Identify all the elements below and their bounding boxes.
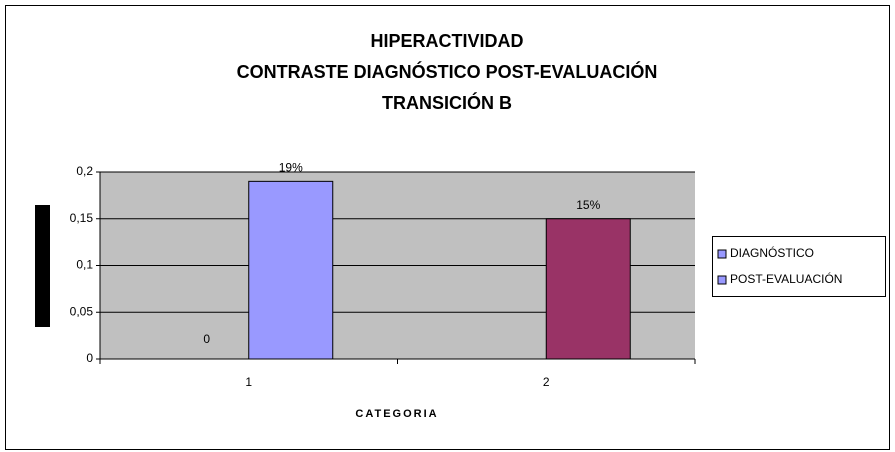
legend-swatch (717, 275, 727, 285)
data-label: 19% (279, 161, 303, 175)
y-tick-label: 0,05 (70, 304, 94, 318)
legend (712, 236, 886, 297)
y-tick-label: 0,15 (70, 211, 94, 225)
chart-title: HIPERACTIVIDAD (370, 31, 523, 51)
chart-title: TRANSICIÓN B (382, 92, 512, 113)
y-tick-label: 0,2 (76, 164, 93, 178)
y-axis-title-block (35, 205, 50, 327)
legend-label: POST-EVALUACIÓN (730, 271, 842, 286)
x-tick-label: 1 (245, 375, 252, 389)
y-tick-label: 0,1 (76, 258, 93, 272)
bar (248, 180, 334, 360)
chart-title: CONTRASTE DIAGNÓSTICO POST-EVALUACIÓN (237, 61, 658, 82)
legend-label: DIAGNÓSTICO (730, 245, 814, 260)
bar (545, 218, 631, 360)
x-axis-title: CATEGORIA (355, 408, 438, 420)
data-label: 15% (576, 198, 600, 212)
y-tick-label: 0 (86, 351, 93, 365)
x-tick-label: 2 (543, 375, 550, 389)
data-label: 0 (203, 332, 210, 346)
legend-swatch (717, 249, 727, 259)
